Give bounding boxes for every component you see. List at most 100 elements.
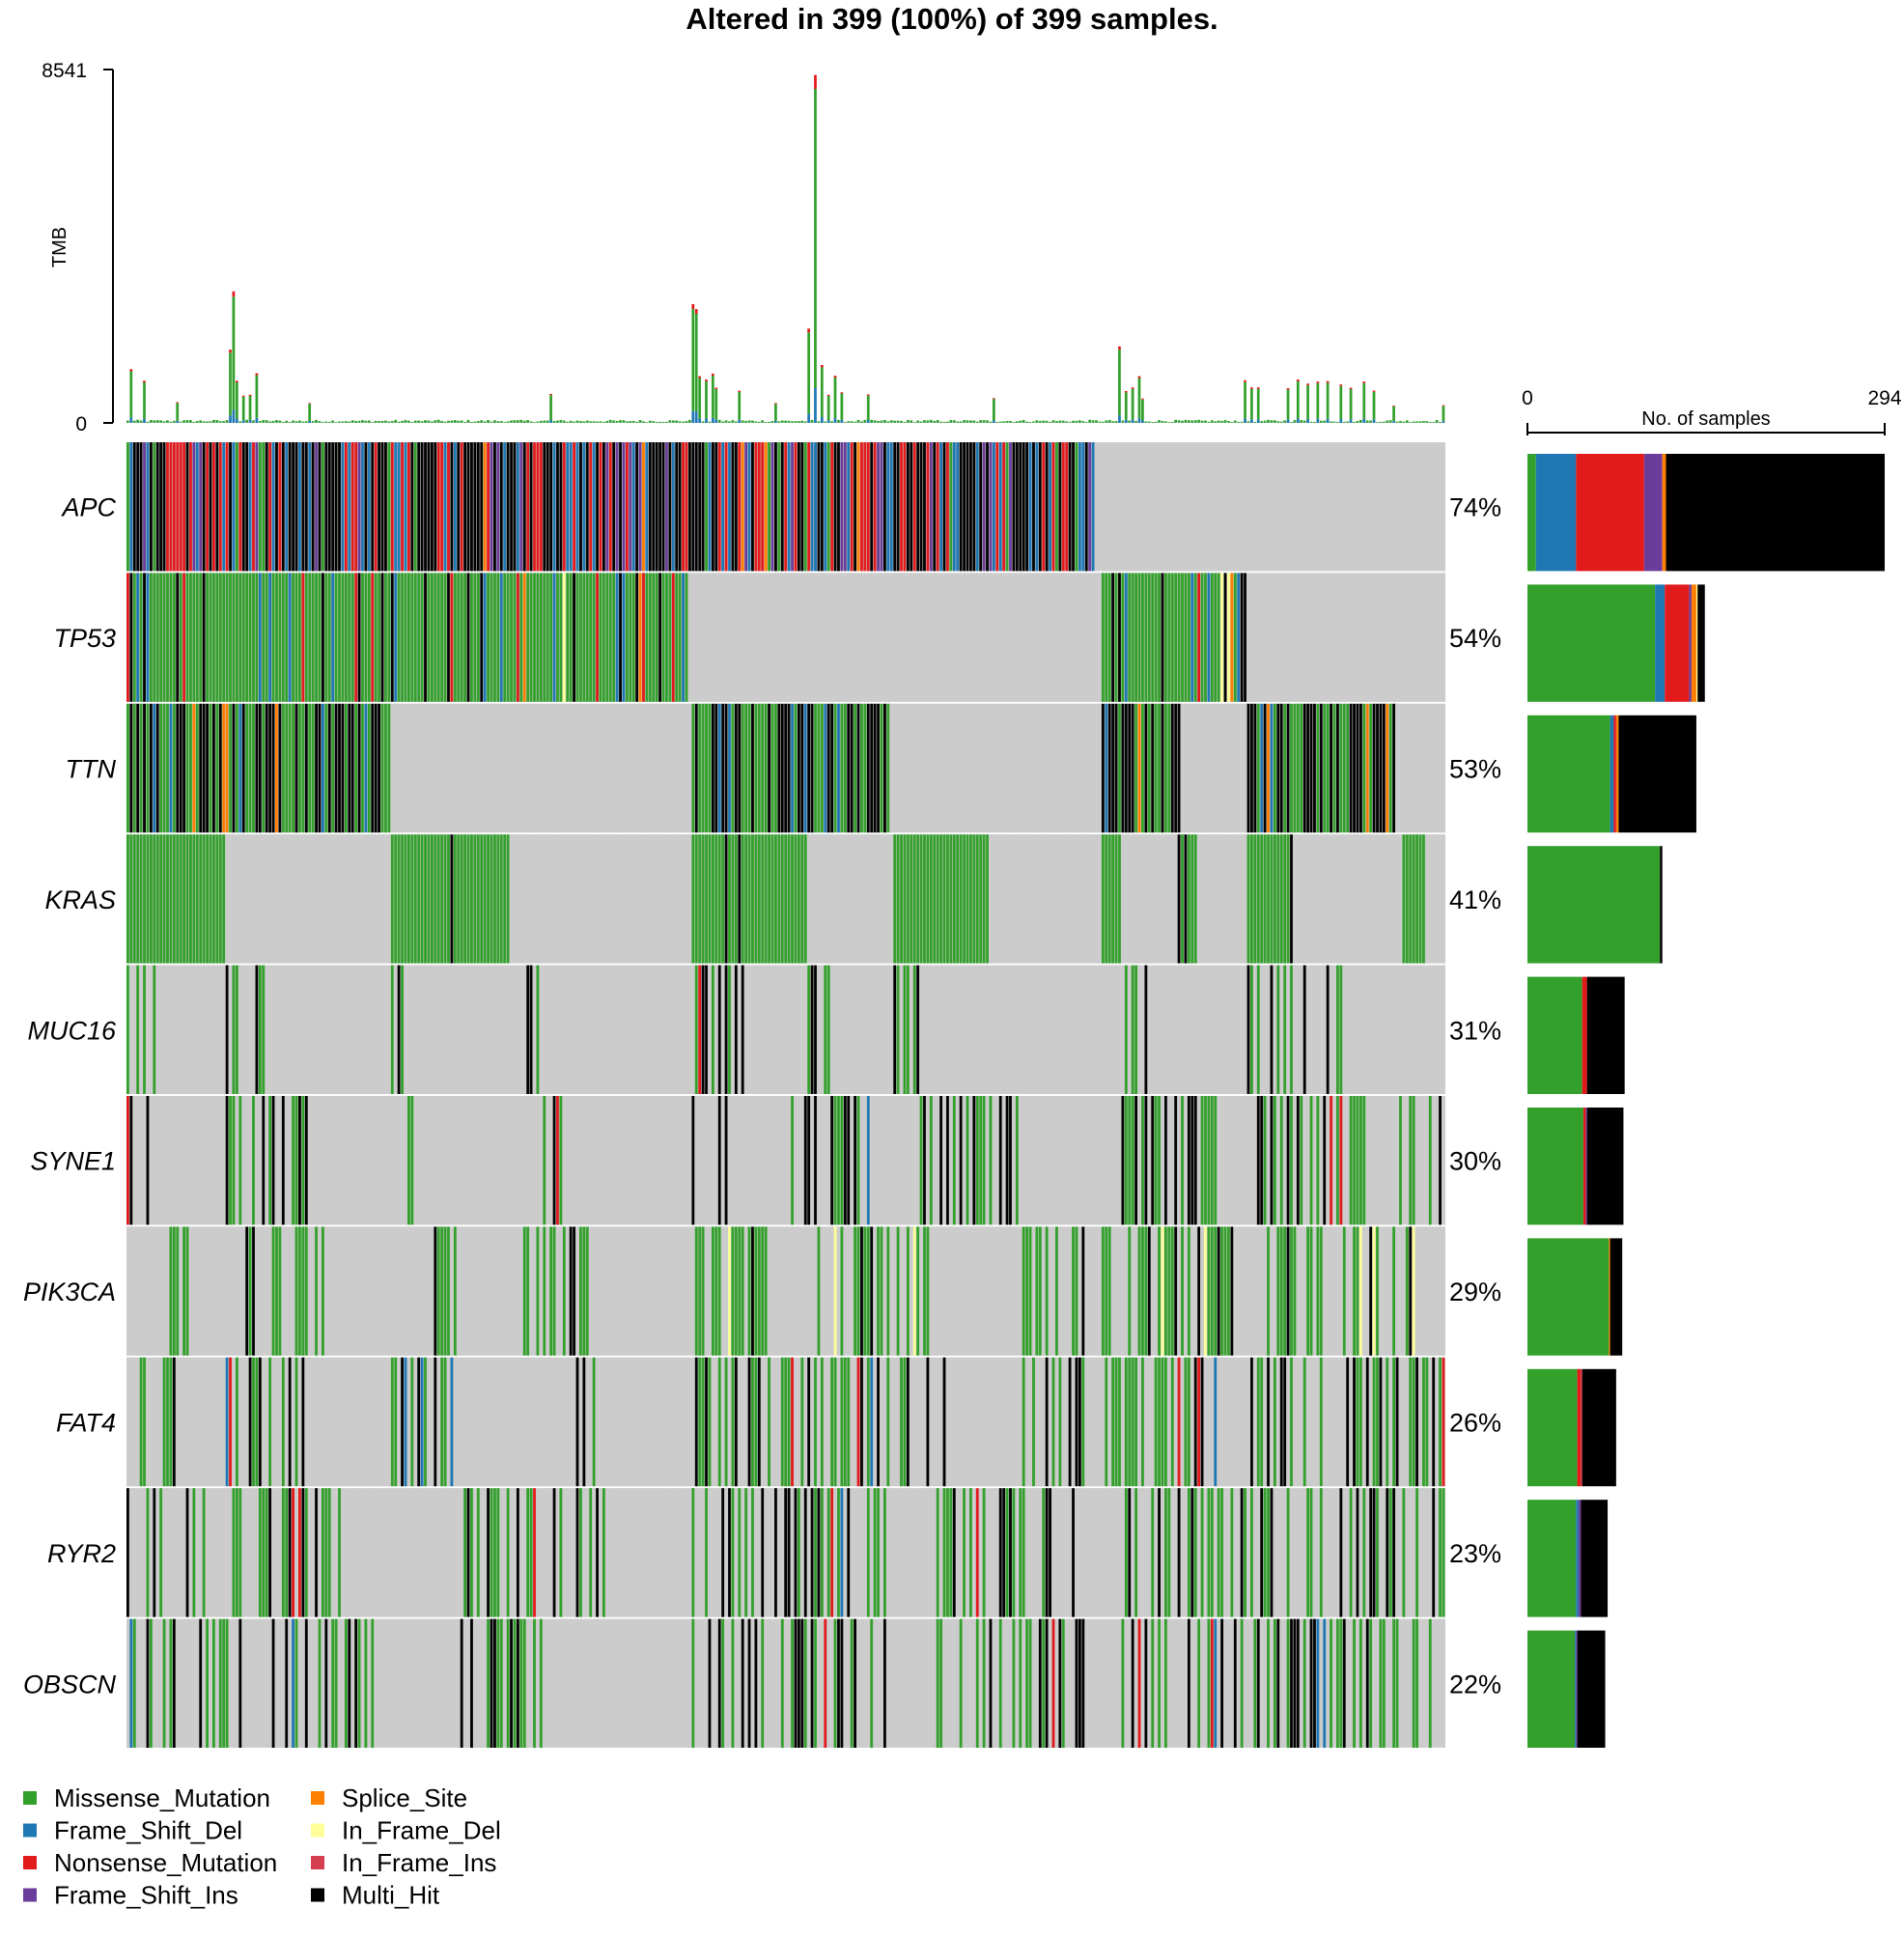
mutation-cell [519,834,523,964]
mutation-cell [238,834,242,964]
mutation-cell [1217,834,1220,964]
mutation-cell [635,1618,639,1748]
mutation-cell [1435,1096,1439,1225]
mutation-cell [288,703,292,833]
mutation-cell [1065,1096,1069,1225]
mutation-cell [747,965,751,1094]
tmb-bar-missense [1015,421,1019,423]
mutation-cell [856,834,860,964]
mutation-cell [635,703,639,833]
legend-item: Frame_Shift_Ins [23,1881,238,1910]
mutation-cell [652,573,656,702]
mutation-cell [139,1226,143,1356]
mutation-cell [278,1096,282,1225]
mutation-cell [397,1618,401,1748]
mutation-cell [721,1357,725,1487]
mutation-cell [172,573,176,702]
tmb-bar-nonsense [1244,379,1246,382]
mutation-cell [1220,1618,1224,1748]
mutation-cell [952,965,956,1094]
mutation-cell [1167,834,1171,964]
mutation-cell [536,442,540,572]
mutation-cell [533,834,536,964]
tmb-bar-nonsense [232,291,236,297]
mutation-cell [1346,442,1350,572]
mutation-cell [1151,834,1155,964]
mutation-cell [404,834,407,964]
mutation-cell [608,965,612,1094]
tmb-bar-frameshift [711,417,714,423]
mutation-cell [1078,442,1081,572]
mutation-cell [354,1096,358,1225]
tmb-bar-frameshift [820,417,824,423]
mutation-cell [218,1226,222,1356]
mutation-cell [394,703,398,833]
tmb-bar-missense [1187,420,1190,423]
mutation-cell [1399,965,1402,1094]
mutation-cell [826,1096,830,1225]
mutation-cell [615,834,619,964]
tmb-bar-missense [139,420,143,423]
mutation-cell [582,1488,586,1617]
mutation-cell [1190,834,1194,964]
mutation-cell [209,1357,212,1487]
tmb-bar-missense [975,421,979,423]
mutation-cell [886,1096,890,1225]
mutation-cell [1147,965,1151,1094]
mutation-cell [380,1357,384,1487]
mutation-cell [794,1096,798,1225]
mutation-cell [169,442,173,572]
mutation-cell [450,965,454,1094]
mutation-cell [331,573,335,702]
mutation-cell [1402,1096,1406,1225]
mutation-cell [1267,703,1270,833]
mutation-cell [926,1357,930,1487]
mutation-cell [1342,573,1346,702]
mutation-cell [956,1488,960,1617]
mutation-cell [963,965,966,1094]
tmb-bar-missense [933,420,937,423]
mutation-cell [1283,442,1287,572]
mutation-cell [480,1096,484,1225]
mutation-cell [374,834,378,964]
tmb-bar-missense [308,404,312,421]
mutation-cell [923,1096,926,1225]
mutation-cell [1019,965,1022,1094]
mutation-cell [1107,703,1111,833]
tmb-bar-missense [265,420,268,423]
mutation-cell [390,1618,394,1748]
mutation-cell [1369,703,1373,833]
mutation-cell [364,1618,368,1748]
mutation-cell [602,1226,605,1356]
tmb-bar-missense [754,421,758,423]
mutation-cell [1376,573,1379,702]
mutation-cell [304,703,308,833]
tmb-tick-label-min: 0 [75,413,87,435]
tmb-bar-missense [1012,422,1016,423]
mutation-cell [754,442,758,572]
mutation-cell [1402,1357,1406,1487]
mutation-cell [350,1488,354,1617]
mutation-cell [480,1488,484,1617]
mutation-cell [146,1096,150,1225]
mutation-cell [658,1357,661,1487]
mutation-cell [292,834,294,964]
mutation-cell [1309,1618,1313,1748]
mutation-cell [642,1488,645,1617]
mutation-cell [1098,1488,1102,1617]
mutation-cell [982,1357,986,1487]
mutation-cell [380,442,384,572]
mutation-cell [645,965,649,1094]
mutation-cell [543,703,546,833]
mutation-cell [529,1357,533,1487]
mutation-cell [1184,834,1188,964]
mutation-cell [143,1096,146,1225]
mutation-cell [850,834,854,964]
mutation-cell [1035,1357,1039,1487]
mutation-cell [556,573,559,702]
mutation-cell [612,965,616,1094]
mutation-cell [1055,1096,1058,1225]
mutation-cell [1190,965,1194,1094]
mutation-cell [1207,834,1211,964]
mutation-cell [424,442,427,572]
